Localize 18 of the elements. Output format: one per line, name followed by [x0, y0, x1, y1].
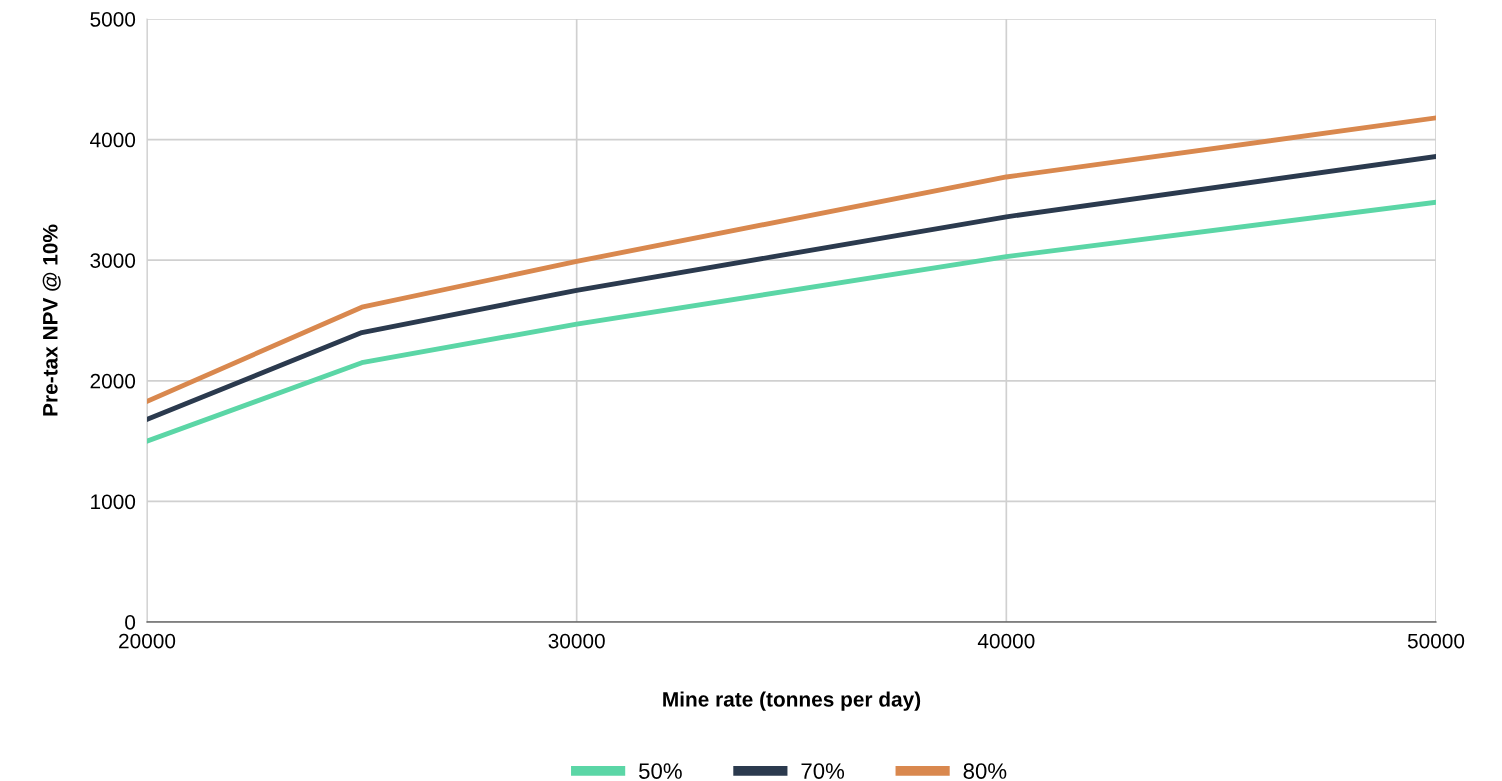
legend-label: 80% [963, 763, 1007, 779]
y-tick-label: 4000 [90, 132, 136, 148]
y-tick-label: 0 [125, 615, 136, 630]
y-tick-label: 1000 [91, 494, 136, 510]
y-tick-label: 5000 [90, 12, 136, 27]
line-series [147, 115, 1436, 404]
x-tick-label: 20000 [119, 633, 176, 649]
x-tick-label: 40000 [977, 633, 1035, 649]
y-tick-label: 3000 [90, 253, 136, 268]
legend-label: 70% [801, 763, 845, 779]
y-axis-title: Pre-tax NPV @ 10% [42, 224, 61, 416]
line-series [147, 199, 1436, 444]
line-series [147, 154, 1436, 422]
legend-label: 50% [639, 763, 682, 779]
x-tick-label: 50000 [1407, 633, 1465, 649]
y-tick-label: 2000 [90, 373, 136, 389]
x-tick-label: 30000 [548, 633, 605, 649]
x-axis-title: Mine rate (tonnes per day) [663, 691, 921, 711]
